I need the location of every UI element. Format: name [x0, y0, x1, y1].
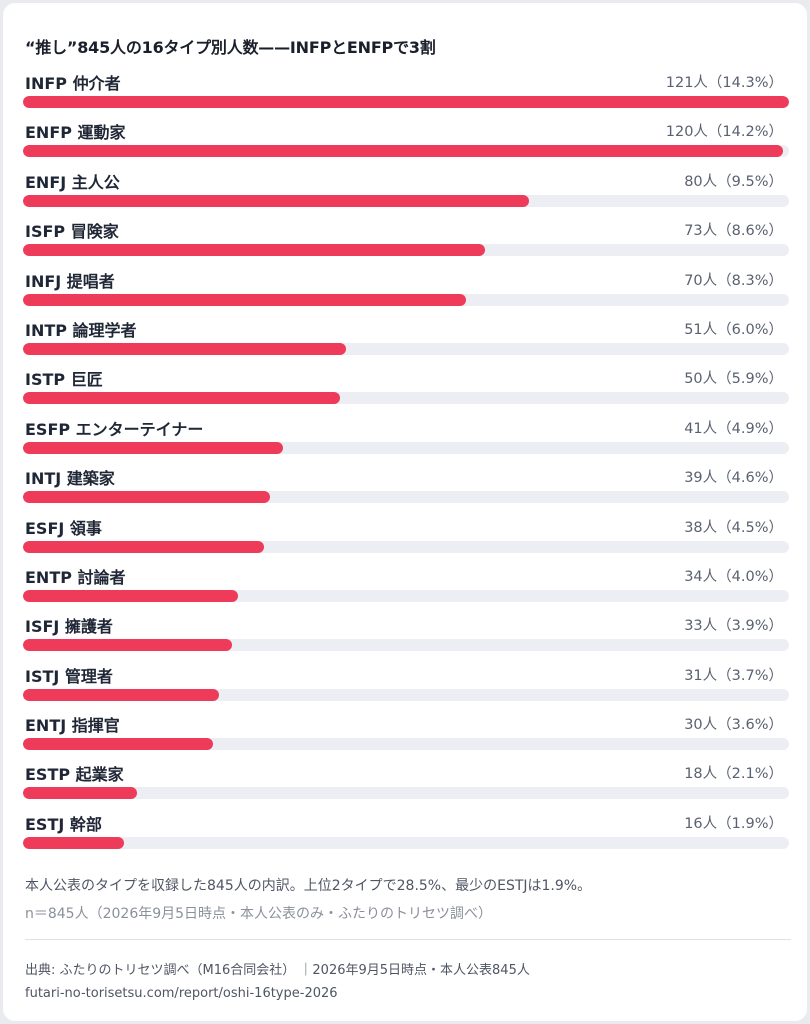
bar-row: ESFP エンターテイナー 41人（4.9%）: [23, 413, 789, 462]
bar-row: ISFJ 擁護者 33人（3.9%）: [23, 610, 789, 659]
bar-row: ENFP 運動家 120人（14.2%）: [23, 116, 789, 165]
bar-row: INTP 論理学者 51人（6.0%）: [23, 314, 789, 363]
bar: [23, 194, 530, 207]
bar: [23, 392, 340, 405]
bar-track: [23, 244, 789, 257]
bar-label: ISTP 巨匠: [25, 370, 103, 390]
bar-label: INTJ 建築家: [25, 469, 115, 489]
source-url: futari-no-torisetsu.com/report/oshi-16ty…: [25, 986, 338, 1001]
bar-value-label: 30人（3.6%）: [684, 717, 783, 734]
bar-row: ENFJ 主人公 80人（9.5%）: [23, 166, 789, 215]
bar-label: INFP 仲介者: [25, 74, 121, 93]
bar-value-label: 50人（5.9%）: [684, 371, 783, 388]
bar-row: ISTJ 管理者 31人（3.7%）: [23, 660, 789, 709]
bar: [23, 688, 220, 701]
bar: [23, 441, 283, 454]
bar: [23, 244, 486, 257]
bar-label: ISFP 冒険家: [25, 222, 119, 242]
bar: [23, 589, 239, 602]
bar-row: INTJ 建築家 39人（4.6%）: [23, 462, 789, 511]
bar-label: ISTJ 管理者: [25, 666, 113, 686]
bar-value-label: 70人（8.3%）: [684, 272, 783, 289]
bar-track: [23, 392, 789, 405]
bar: [23, 836, 125, 849]
bar-value-label: 80人（9.5%）: [684, 173, 783, 190]
bar-label: ENTJ 指揮官: [25, 716, 120, 736]
chart-card: “推し”845人の16タイプ別人数——INFPとENFPで3割 INFP 仲介者…: [3, 3, 807, 1021]
bar-row: ENTP 討論者 34人（4.0%）: [23, 561, 789, 610]
bar-row: ISFP 冒険家 73人（8.6%）: [23, 215, 789, 264]
bar-value-label: 41人（4.9%）: [684, 420, 783, 437]
bar-value-label: 73人（8.6%）: [684, 223, 783, 240]
bar-value-label: 16人（1.9%）: [684, 815, 783, 832]
bar-value-label: 51人（6.0%）: [684, 321, 783, 338]
bar-track: [23, 738, 789, 751]
bar-value-label: 121人（14.3%）: [665, 75, 783, 91]
bar-label: ENFP 運動家: [25, 123, 126, 143]
bar: [23, 787, 137, 800]
bar-label: INFJ 提唱者: [25, 271, 115, 291]
bar-list: INFP 仲介者 121人（14.3%） ENFP 運動家 120人（14.2%） EN…: [23, 67, 789, 857]
bar-value-label: 31人（3.7%）: [684, 667, 783, 684]
source-credit: 出典: ふたりのトリセツ調べ（M16合同会社） ｜2026年9月5日時点・本人公…: [25, 963, 530, 978]
bar-label: ISFJ 擁護者: [25, 617, 113, 637]
bar-row: ESTJ 幹部 16人（1.9%）: [23, 808, 789, 857]
bar-track: [23, 540, 789, 553]
bar-label: INTP 論理学者: [25, 320, 137, 340]
bar-label: ESFJ 領事: [25, 518, 102, 538]
chart-title: “推し”845人の16タイプ別人数——INFPとENFPで3割: [25, 38, 436, 57]
bar-track: [23, 787, 789, 800]
divider: [25, 939, 791, 940]
sample-note: n＝845人（2026年9月5日時点・本人公表のみ・ふたりのトリセツ調べ）: [25, 906, 493, 922]
bar-label: ESTJ 幹部: [25, 814, 102, 834]
bar-track: [23, 688, 789, 701]
bar-value-label: 34人（4.0%）: [684, 568, 783, 585]
bar-value-label: 38人（4.5%）: [684, 519, 783, 536]
bar: [23, 293, 467, 306]
bar-value-label: 120人（14.2%）: [665, 124, 783, 141]
bar-row: ESFJ 領事 38人（4.5%）: [23, 512, 789, 561]
bar-track: [23, 491, 789, 504]
bar-label: ENFJ 主人公: [25, 172, 120, 192]
bar: [23, 96, 789, 108]
bar-value-label: 33人（3.9%）: [684, 618, 783, 635]
bar-label: ENTP 討論者: [25, 567, 126, 587]
bar-label: ESFP エンターテイナー: [25, 419, 204, 439]
bar: [23, 639, 232, 652]
bar-track: [23, 293, 789, 306]
bar-track: [23, 194, 789, 207]
bar-row: ENTJ 指揮官 30人（3.6%）: [23, 709, 789, 758]
summary-note: 本人公表のタイプを収録した845人の内訳。上位2タイプで28.5%、最少のEST…: [25, 878, 592, 894]
bar-value-label: 39人（4.6%）: [684, 470, 783, 487]
bar-row: INFJ 提唱者 70人（8.3%）: [23, 265, 789, 314]
bar: [23, 491, 270, 504]
bar-track: [23, 96, 789, 108]
bar-row: ISTP 巨匠 50人（5.9%）: [23, 363, 789, 412]
bar-value-label: 18人（2.1%）: [684, 766, 783, 783]
bar-track: [23, 836, 789, 849]
bar-track: [23, 589, 789, 602]
bar-track: [23, 639, 789, 652]
bar-track: [23, 441, 789, 454]
bar: [23, 540, 264, 553]
bar-track: [23, 342, 789, 355]
bar-row: INFP 仲介者 121人（14.3%）: [23, 67, 789, 116]
bar-track: [23, 145, 789, 158]
bar-label: ESTP 起業家: [25, 765, 124, 785]
bar-row: ESTP 起業家 18人（2.1%）: [23, 758, 789, 807]
bar: [23, 738, 213, 751]
bar: [23, 342, 346, 355]
bar: [23, 145, 783, 158]
